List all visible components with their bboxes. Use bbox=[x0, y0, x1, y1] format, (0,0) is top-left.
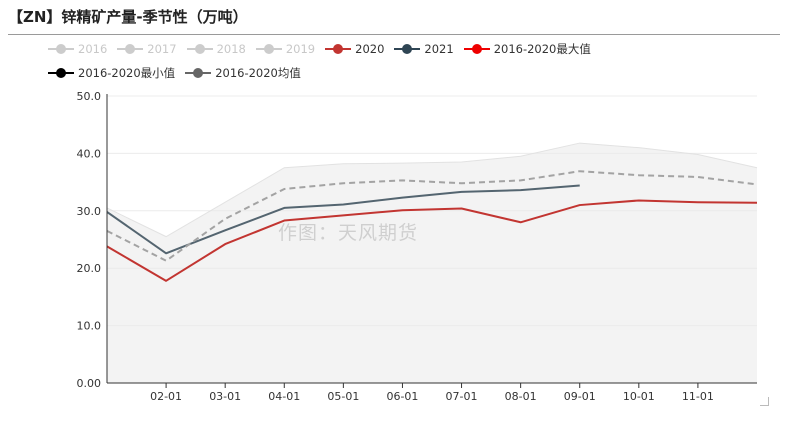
legend-item-2016-2020均值[interactable]: 2016-2020均值 bbox=[185, 62, 301, 84]
series-line-2016-2020均值 bbox=[106, 170, 758, 262]
title-divider bbox=[8, 34, 780, 35]
legend-marker-icon bbox=[394, 43, 421, 55]
legend-label: 2017 bbox=[147, 42, 177, 56]
x-tick-label: 08-01 bbox=[505, 390, 537, 403]
y-tick-label: 0.00 bbox=[77, 377, 102, 390]
legend-label: 2019 bbox=[285, 42, 316, 56]
legend-item-2016-2020最大值[interactable]: 2016-2020最大值 bbox=[463, 38, 591, 60]
y-tick-label: 20.0 bbox=[77, 262, 102, 275]
x-tick-label: 07-01 bbox=[446, 390, 478, 403]
legend-item-2017[interactable]: 2017 bbox=[117, 38, 177, 60]
legend-marker-icon bbox=[186, 43, 213, 55]
resize-corner-icon bbox=[760, 397, 769, 406]
legend-marker-icon bbox=[117, 43, 144, 55]
legend-label: 2016-2020最小值 bbox=[78, 66, 176, 80]
legend-marker-icon bbox=[185, 67, 212, 79]
legend-item-2018[interactable]: 2018 bbox=[186, 38, 246, 60]
series-line-2020 bbox=[106, 199, 758, 282]
legend-item-2016-2020最小值[interactable]: 2016-2020最小值 bbox=[48, 62, 175, 84]
legend-label: 2016-2020均值 bbox=[215, 66, 301, 80]
legend-label: 2021 bbox=[424, 42, 454, 56]
x-tick-label: 06-01 bbox=[386, 390, 418, 403]
x-tick-label: 03-01 bbox=[209, 390, 241, 403]
legend-label: 2018 bbox=[216, 42, 246, 56]
legend-item-2020[interactable]: 2020 bbox=[325, 38, 384, 60]
x-tick-label: 11-01 bbox=[682, 390, 714, 403]
legend-label: 2016 bbox=[78, 42, 108, 56]
x-tick-label: 09-01 bbox=[564, 390, 596, 403]
legend-marker-icon bbox=[325, 43, 352, 55]
legend-item-2016[interactable]: 2016 bbox=[48, 38, 107, 60]
x-tick-label: 05-01 bbox=[327, 390, 359, 403]
legend-label: 2020 bbox=[355, 42, 385, 56]
legend-label: 2016-2020最大值 bbox=[493, 42, 591, 56]
legend-marker-icon bbox=[255, 43, 282, 55]
x-tick-label: 04-01 bbox=[268, 390, 300, 403]
y-tick-label: 10.0 bbox=[77, 320, 102, 333]
legend-item-2019[interactable]: 2019 bbox=[255, 38, 316, 60]
chart-legend: 2016 2017 2018 2019 2020 2021 2016-2020最大值 2016… bbox=[48, 38, 668, 86]
range-band-area bbox=[107, 143, 757, 383]
y-tick-label: 50.0 bbox=[77, 90, 102, 103]
y-tick-label: 40.0 bbox=[77, 147, 102, 160]
legend-item-2021[interactable]: 2021 bbox=[394, 38, 454, 60]
legend-marker-icon bbox=[463, 43, 490, 55]
chart-title: 【ZN】锌精矿产量-季节性（万吨） bbox=[8, 8, 248, 26]
x-tick-label: 10-01 bbox=[623, 390, 655, 403]
x-tick-label: 02-01 bbox=[150, 390, 182, 403]
legend-marker-icon bbox=[48, 43, 74, 55]
y-tick-label: 30.0 bbox=[77, 205, 102, 218]
watermark: 作图：天风期货 bbox=[278, 222, 419, 244]
legend-marker-icon bbox=[48, 67, 74, 79]
range-band-max-edge bbox=[106, 142, 758, 238]
